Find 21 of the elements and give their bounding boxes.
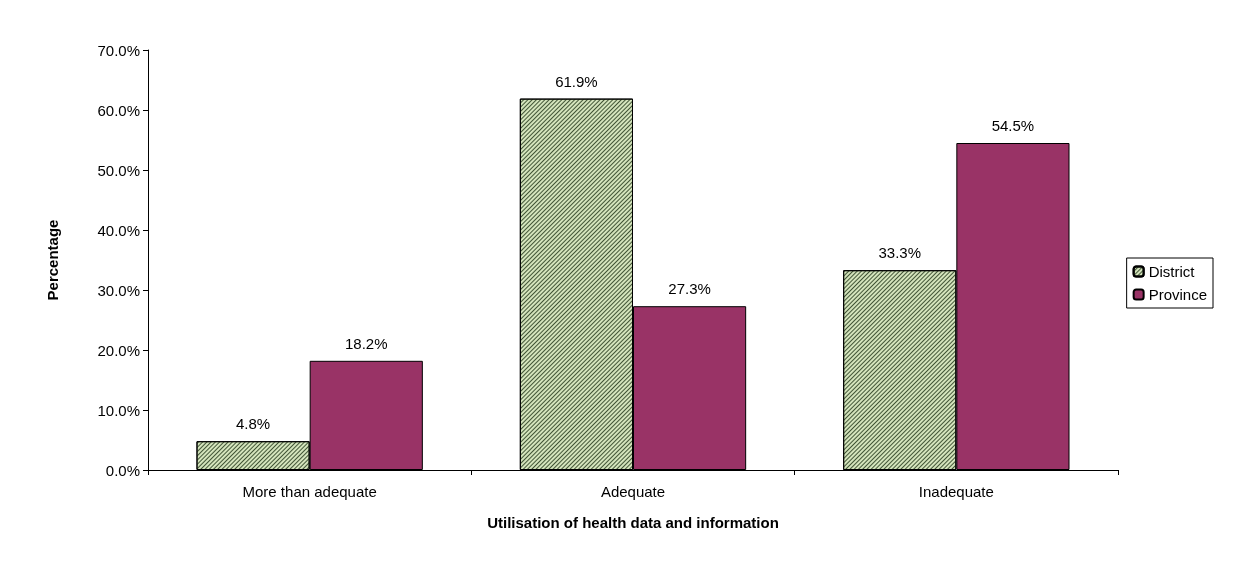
x-axis-title: Utilisation of health data and information — [487, 514, 779, 531]
y-tick-label: 10.0% — [97, 401, 140, 419]
data-label: 33.3% — [878, 244, 922, 262]
data-label: 18.2% — [344, 334, 388, 352]
y-axis-title: Percentage — [44, 219, 61, 301]
x-tick-label: More than adequate — [242, 483, 377, 500]
y-tick-label: 50.0% — [97, 161, 140, 179]
data-label: 61.9% — [555, 72, 598, 90]
y-tick-label: 0.0% — [105, 461, 140, 479]
x-tick-label: Adequate — [600, 483, 666, 500]
x-tick-label: Inadequate — [918, 483, 994, 500]
legend-label: District — [1148, 263, 1196, 280]
data-label: 54.5% — [991, 117, 1035, 134]
y-tick-label: 30.0% — [97, 281, 140, 299]
y-tick-label: 40.0% — [97, 221, 140, 239]
y-tick-label: 60.0% — [97, 101, 140, 119]
data-label: 27.3% — [668, 280, 711, 298]
y-tick-label: 70.0% — [97, 41, 140, 59]
data-label: 4.8% — [235, 415, 271, 433]
y-tick-label: 20.0% — [97, 341, 140, 359]
legend-label: Province — [1148, 286, 1207, 303]
